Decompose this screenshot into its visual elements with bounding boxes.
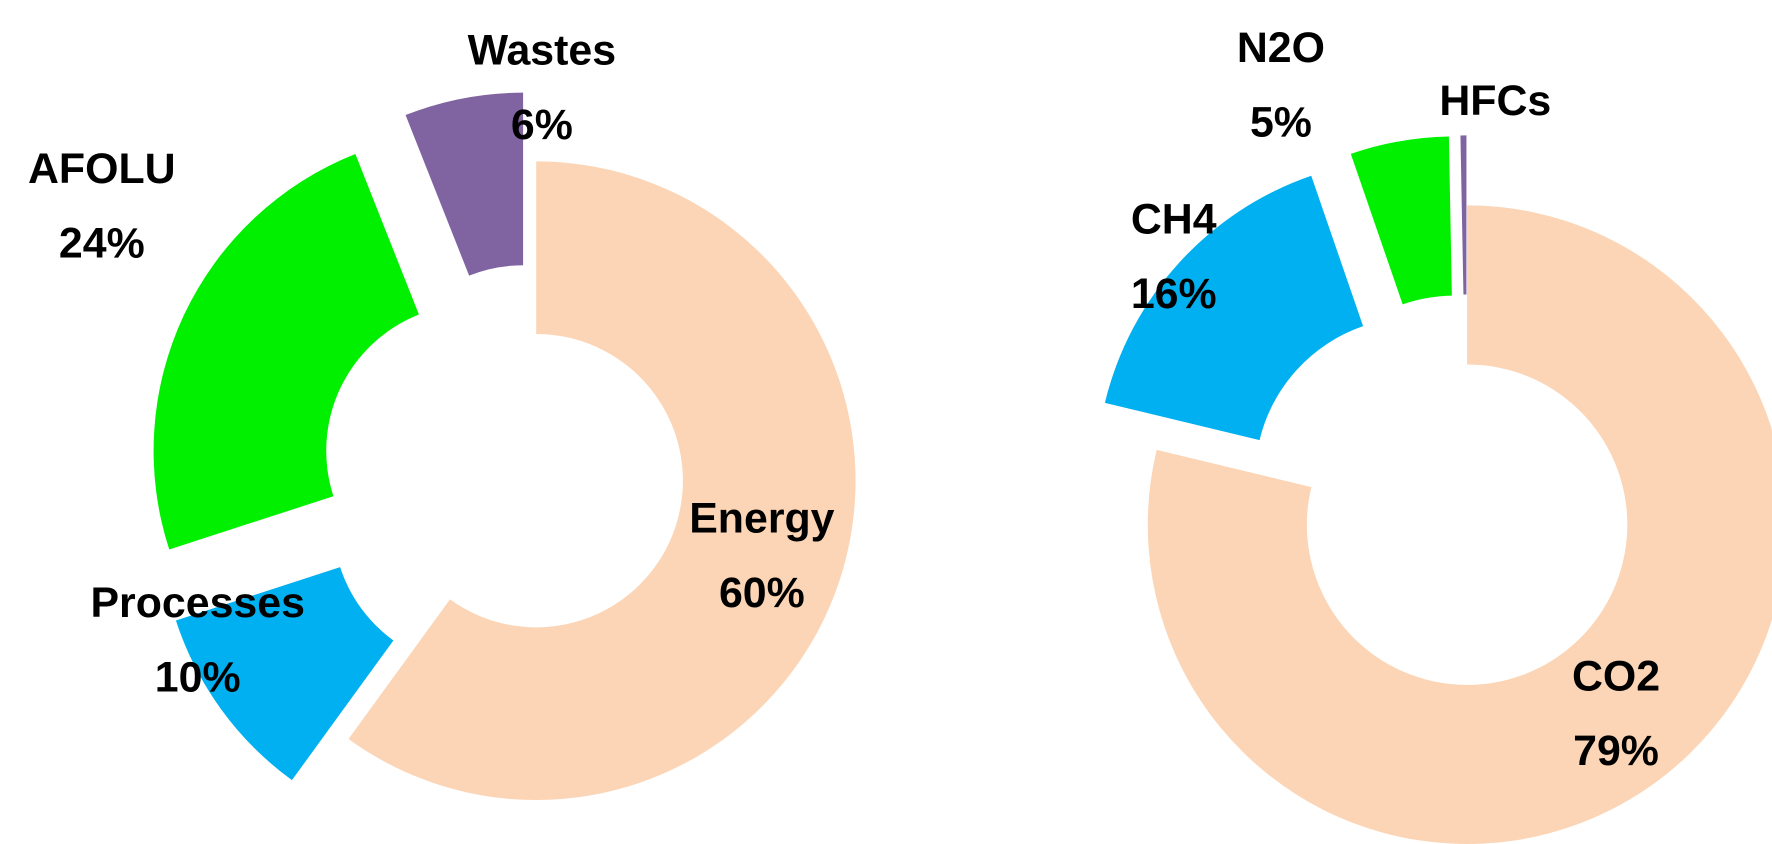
slice-label: Processes — [90, 579, 304, 627]
value-label: 5% — [1250, 99, 1312, 147]
slice-label: AFOLU — [28, 145, 176, 193]
slice — [405, 92, 524, 276]
value-label: 79% — [1573, 727, 1659, 775]
slice — [175, 567, 394, 781]
donut-chart: CO2 79% CH4 16% N2O 5% HFCs — [1104, 24, 1772, 844]
slice-label: HFCs — [1439, 77, 1551, 125]
slice-label: Energy — [689, 495, 834, 543]
slice-label: CH4 — [1131, 196, 1217, 244]
slice-label: Wastes — [468, 26, 616, 74]
slice-label: N2O — [1237, 24, 1325, 72]
slice — [1350, 136, 1452, 305]
slice-label: CO2 — [1572, 653, 1660, 701]
slice — [1147, 205, 1772, 844]
slice — [348, 161, 856, 800]
value-label: 16% — [1131, 270, 1217, 318]
value-label: 6% — [511, 101, 573, 149]
value-label: 24% — [59, 219, 145, 267]
value-label: 60% — [719, 569, 805, 617]
slice — [153, 153, 419, 550]
slice — [1104, 175, 1364, 441]
slice — [1460, 135, 1467, 295]
value-label: 10% — [155, 654, 241, 702]
donut-chart: Energy 60% Processes 10% AFOLU 24% Wastes 6% — [28, 26, 856, 800]
